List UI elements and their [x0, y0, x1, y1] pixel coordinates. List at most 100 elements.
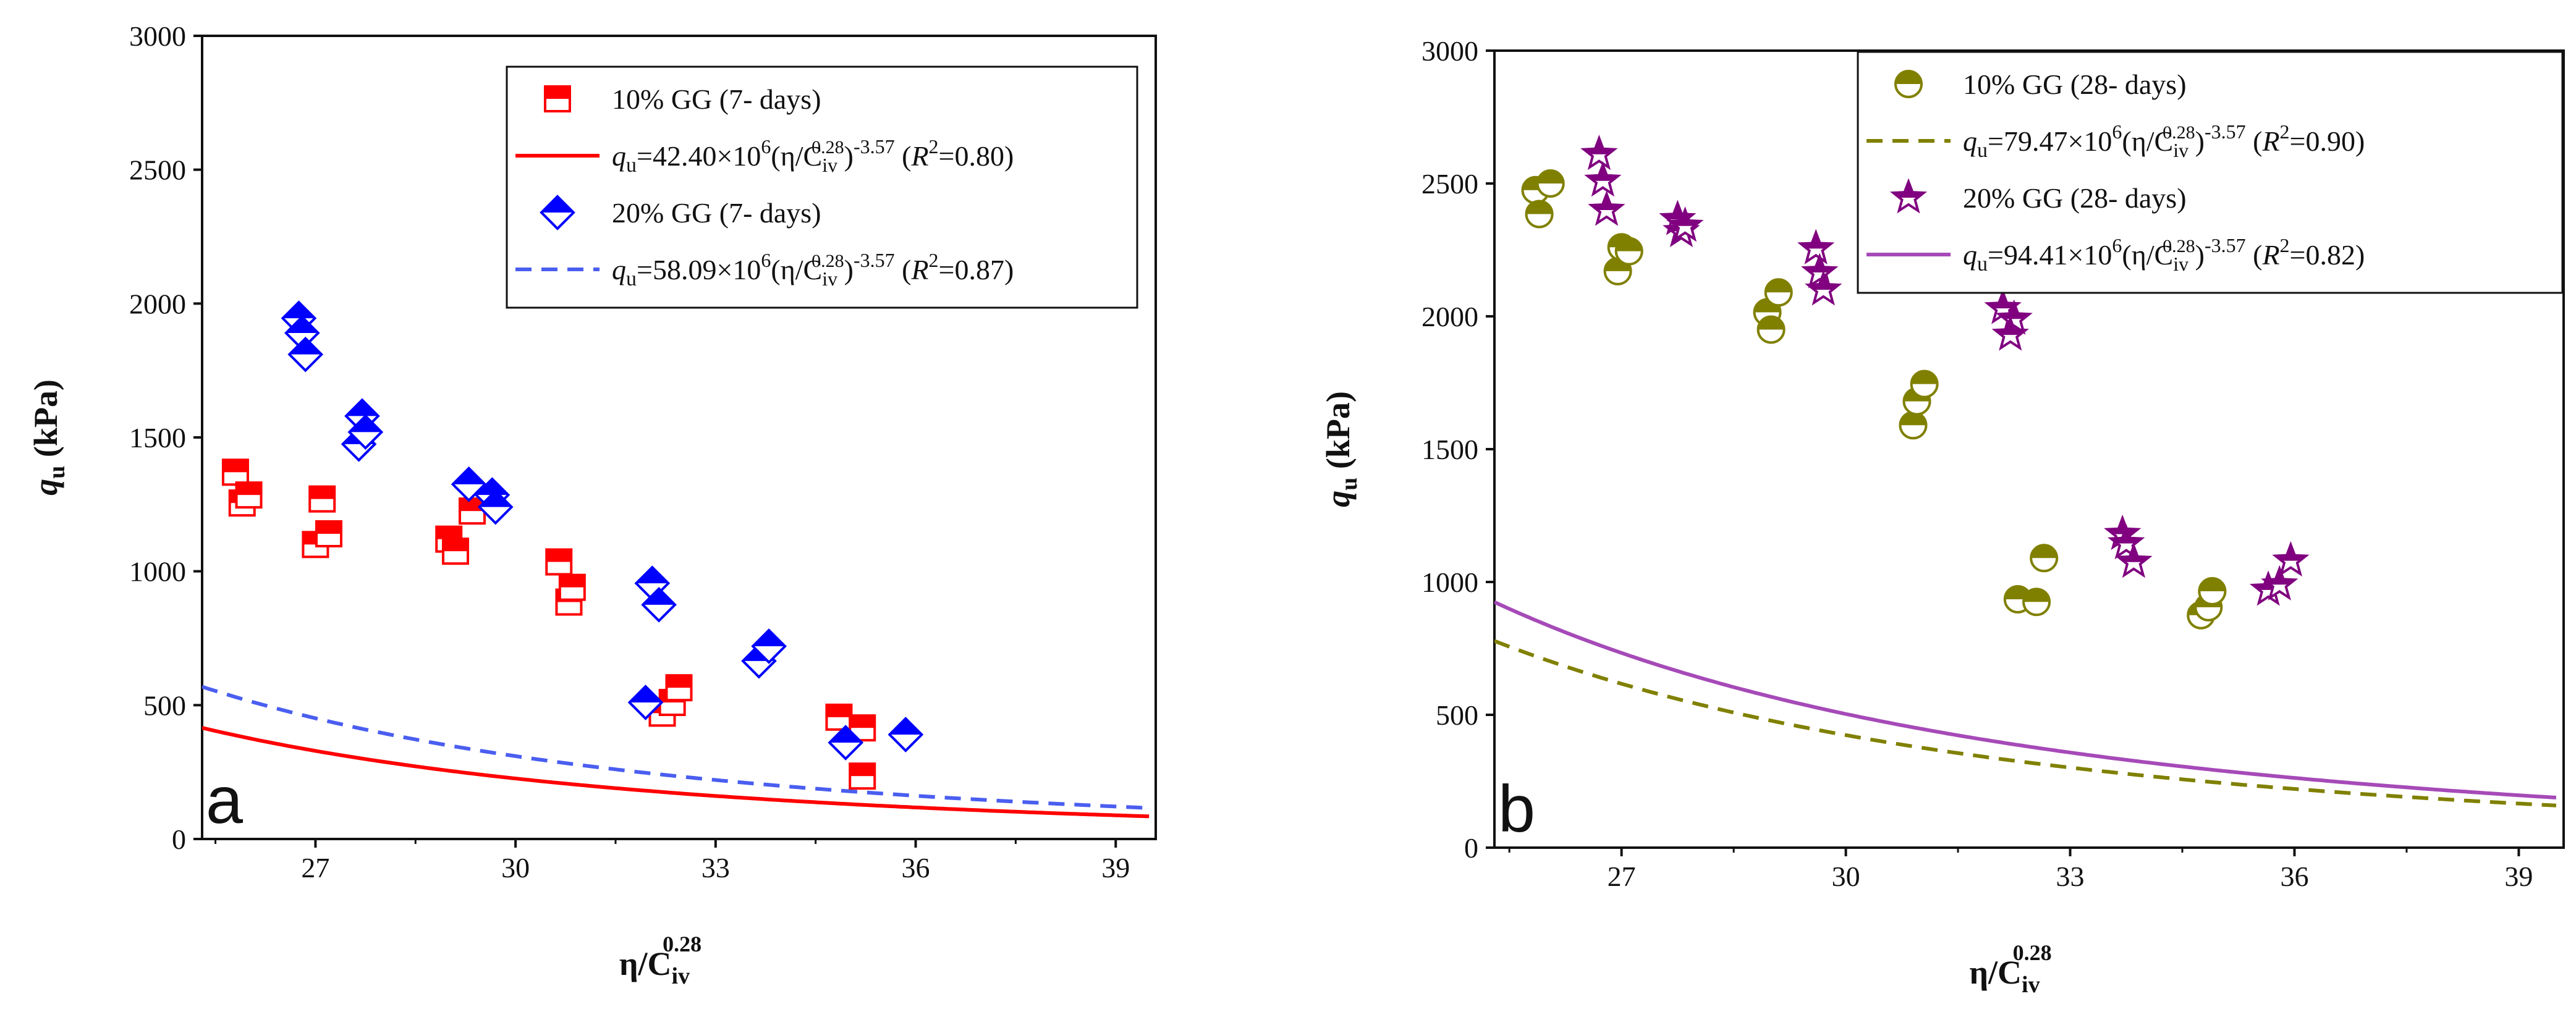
y-axis-label: qu (kPa) — [27, 379, 70, 495]
data-point — [2022, 588, 2051, 617]
data-point — [442, 538, 470, 565]
series-2 — [281, 300, 924, 761]
data-point — [558, 573, 586, 601]
y-tick-label: 500 — [143, 689, 186, 721]
x-tick-label: 36 — [2280, 861, 2308, 892]
data-point — [451, 466, 487, 502]
data-point — [2115, 542, 2153, 578]
data-point — [2030, 544, 2059, 573]
data-point — [641, 587, 677, 623]
x-tick-label: 30 — [501, 852, 530, 883]
y-tick-label: 2500 — [1421, 168, 1478, 200]
data-point — [1584, 161, 1622, 197]
legend-equation: qu=79.47×106(η/Civ0.28)-3.57 (R2=0.90) — [1963, 120, 2365, 162]
data-point — [1899, 411, 1928, 440]
y-axis-label: qu (kPa) — [1320, 391, 1362, 507]
data-point — [2108, 524, 2145, 560]
x-tick-label: 39 — [2504, 861, 2533, 892]
legend-box — [1857, 51, 2564, 294]
legend-equation: qu=58.09×106(η/Civ0.28)-3.57 (R2=0.87) — [612, 249, 1014, 290]
panel-b: 0 500 1000 1500 2000 2500 3000 27 30 33 36 39 qu (kP… — [1320, 35, 2565, 998]
data-point — [1614, 237, 1643, 266]
data-point — [477, 489, 514, 525]
series-1 — [221, 458, 876, 790]
data-point — [545, 548, 573, 576]
legend-label: 10% GG (7- days) — [612, 83, 821, 115]
data-point — [1764, 278, 1793, 307]
data-point — [2261, 565, 2298, 601]
data-point — [1603, 256, 1632, 285]
data-point — [849, 714, 876, 742]
x-tick-label: 36 — [902, 852, 930, 883]
y-tick-label: 1500 — [1421, 434, 1478, 465]
data-point — [1536, 169, 1565, 198]
x-axis-label: η/Civ0.28 — [619, 932, 701, 989]
series-2 — [1580, 135, 2310, 606]
data-point — [2198, 577, 2227, 606]
data-point — [751, 628, 787, 664]
y-tick-label: 3000 — [129, 20, 186, 52]
legend-equation: qu=94.41×106(η/Civ0.28)-3.57 (R2=0.82) — [1963, 234, 2365, 276]
legend-label: 20% GG (7- days) — [612, 197, 821, 229]
data-point — [849, 762, 876, 790]
y-tick-label: 1000 — [129, 556, 186, 588]
x-tick-label: 30 — [1832, 861, 1860, 892]
y-tick-label: 3000 — [1421, 35, 1478, 67]
data-point — [1991, 315, 2029, 351]
fit-curve-2 — [202, 685, 1150, 810]
panel-letter: b — [1498, 771, 1535, 846]
x-tick-label: 27 — [301, 852, 329, 883]
x-tick-label: 33 — [2056, 861, 2085, 892]
legend-label: 20% GG (28- days) — [1963, 182, 2187, 214]
data-point — [1588, 190, 1625, 226]
data-point — [2272, 541, 2310, 577]
y-tick-label: 500 — [1436, 699, 1478, 731]
data-point — [235, 481, 263, 509]
data-point — [287, 336, 324, 373]
data-point — [1666, 206, 1704, 242]
legend: 10% GG (28- days) qu=79.47×106(η/Civ0.28)… — [1857, 51, 2564, 294]
data-point — [347, 414, 384, 450]
fit-curve-1 — [1494, 639, 2557, 807]
fit-curve-1 — [202, 726, 1150, 819]
x-tick-label: 27 — [1608, 861, 1636, 892]
data-point — [308, 485, 336, 513]
data-point — [1756, 315, 1786, 344]
data-point — [825, 703, 853, 731]
x-tick-label: 39 — [1101, 852, 1130, 883]
y-tick-label: 0 — [172, 824, 186, 855]
legend-box — [506, 65, 1138, 309]
y-tick-label: 2000 — [129, 288, 186, 319]
x-axis-label: η/Civ0.28 — [1969, 940, 2051, 998]
y-tick-label: 0 — [1464, 832, 1478, 864]
data-point — [315, 520, 343, 547]
panel-letter: a — [206, 762, 244, 837]
data-point — [1801, 253, 1839, 289]
data-point — [1805, 270, 1842, 306]
data-point — [1525, 200, 1554, 229]
y-tick-label: 1000 — [1421, 567, 1478, 598]
legend-marker — [544, 85, 571, 112]
data-point — [284, 315, 320, 351]
data-point — [1797, 229, 1835, 264]
legend-marker — [1894, 70, 1923, 98]
data-point — [459, 497, 486, 525]
data-point — [1910, 369, 1939, 398]
legend-marker — [1889, 178, 1928, 214]
legend-label: 10% GG (28- days) — [1963, 69, 2187, 100]
data-point — [1580, 135, 1618, 171]
data-point — [828, 725, 864, 761]
data-point — [665, 674, 693, 702]
x-tick-label: 33 — [701, 852, 730, 883]
y-tick-label: 2500 — [129, 154, 186, 186]
legend-equation: qu=42.40×106(η/Civ0.28)-3.57 (R2=0.80) — [612, 135, 1014, 177]
series-1 — [1521, 169, 2227, 630]
y-tick-label: 1500 — [129, 422, 186, 453]
legend: 10% GG (7- days) qu=42.40×106(η/Civ0.28)-… — [506, 65, 1138, 309]
data-point — [627, 685, 664, 720]
legend-marker — [540, 195, 575, 230]
data-point — [888, 717, 924, 753]
data-point — [221, 458, 249, 486]
fit-curve-2 — [1494, 600, 2557, 799]
